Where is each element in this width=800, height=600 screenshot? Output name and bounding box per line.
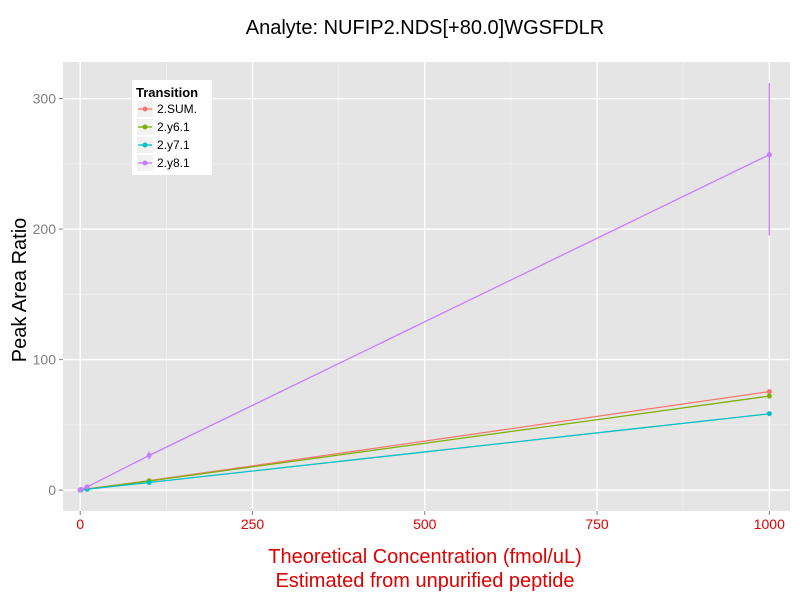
y-tick-label: 0 xyxy=(48,482,56,498)
legend-swatch-point xyxy=(142,142,148,148)
chart-title: Analyte: NUFIP2.NDS[+80.0]WGSFDLR xyxy=(246,17,604,39)
x-tick-label: 500 xyxy=(413,516,437,532)
x-axis-ticks: 0 250 500 750 1000 xyxy=(76,511,785,532)
data-point xyxy=(766,393,772,399)
series-layer xyxy=(77,82,772,493)
legend-swatch-point xyxy=(142,106,148,112)
data-point xyxy=(766,389,772,395)
y-axis-ticks: 0 100 200 300 xyxy=(33,91,63,498)
legend-label: 2.SUM. xyxy=(157,102,197,116)
data-point xyxy=(146,480,152,486)
y-tick-label: 300 xyxy=(33,91,57,107)
y-tick-label: 200 xyxy=(33,221,57,237)
legend-swatch-point xyxy=(142,160,148,166)
legend-title: Transition xyxy=(136,85,198,100)
legend-label: 2.y7.1 xyxy=(157,138,190,152)
data-point xyxy=(146,453,152,459)
x-axis-title-line-2: Estimated from unpurified peptide xyxy=(275,570,574,592)
data-point xyxy=(84,484,90,490)
data-point xyxy=(766,152,772,158)
y-tick-label: 100 xyxy=(33,352,57,368)
y-axis-title: Peak Area Ratio xyxy=(9,218,31,363)
legend-label: 2.y8.1 xyxy=(157,156,190,170)
legend-items: 2.SUM. 2.y6.1 2.y7.1 2.y8.1 xyxy=(137,101,197,171)
x-tick-label: 0 xyxy=(76,516,84,532)
x-axis-title-line-1: Theoretical Concentration (fmol/uL) xyxy=(268,546,581,568)
legend-label: 2.y6.1 xyxy=(157,120,190,134)
legend: Transition 2.SUM. 2.y6.1 2.y7.1 2.y8.1 xyxy=(132,80,212,175)
series-2-y8-1 xyxy=(77,82,772,493)
data-point xyxy=(766,411,772,417)
x-tick-label: 750 xyxy=(585,516,609,532)
data-point xyxy=(78,486,84,492)
x-tick-label: 250 xyxy=(241,516,265,532)
legend-swatch-point xyxy=(142,124,148,130)
x-tick-label: 1000 xyxy=(754,516,785,532)
